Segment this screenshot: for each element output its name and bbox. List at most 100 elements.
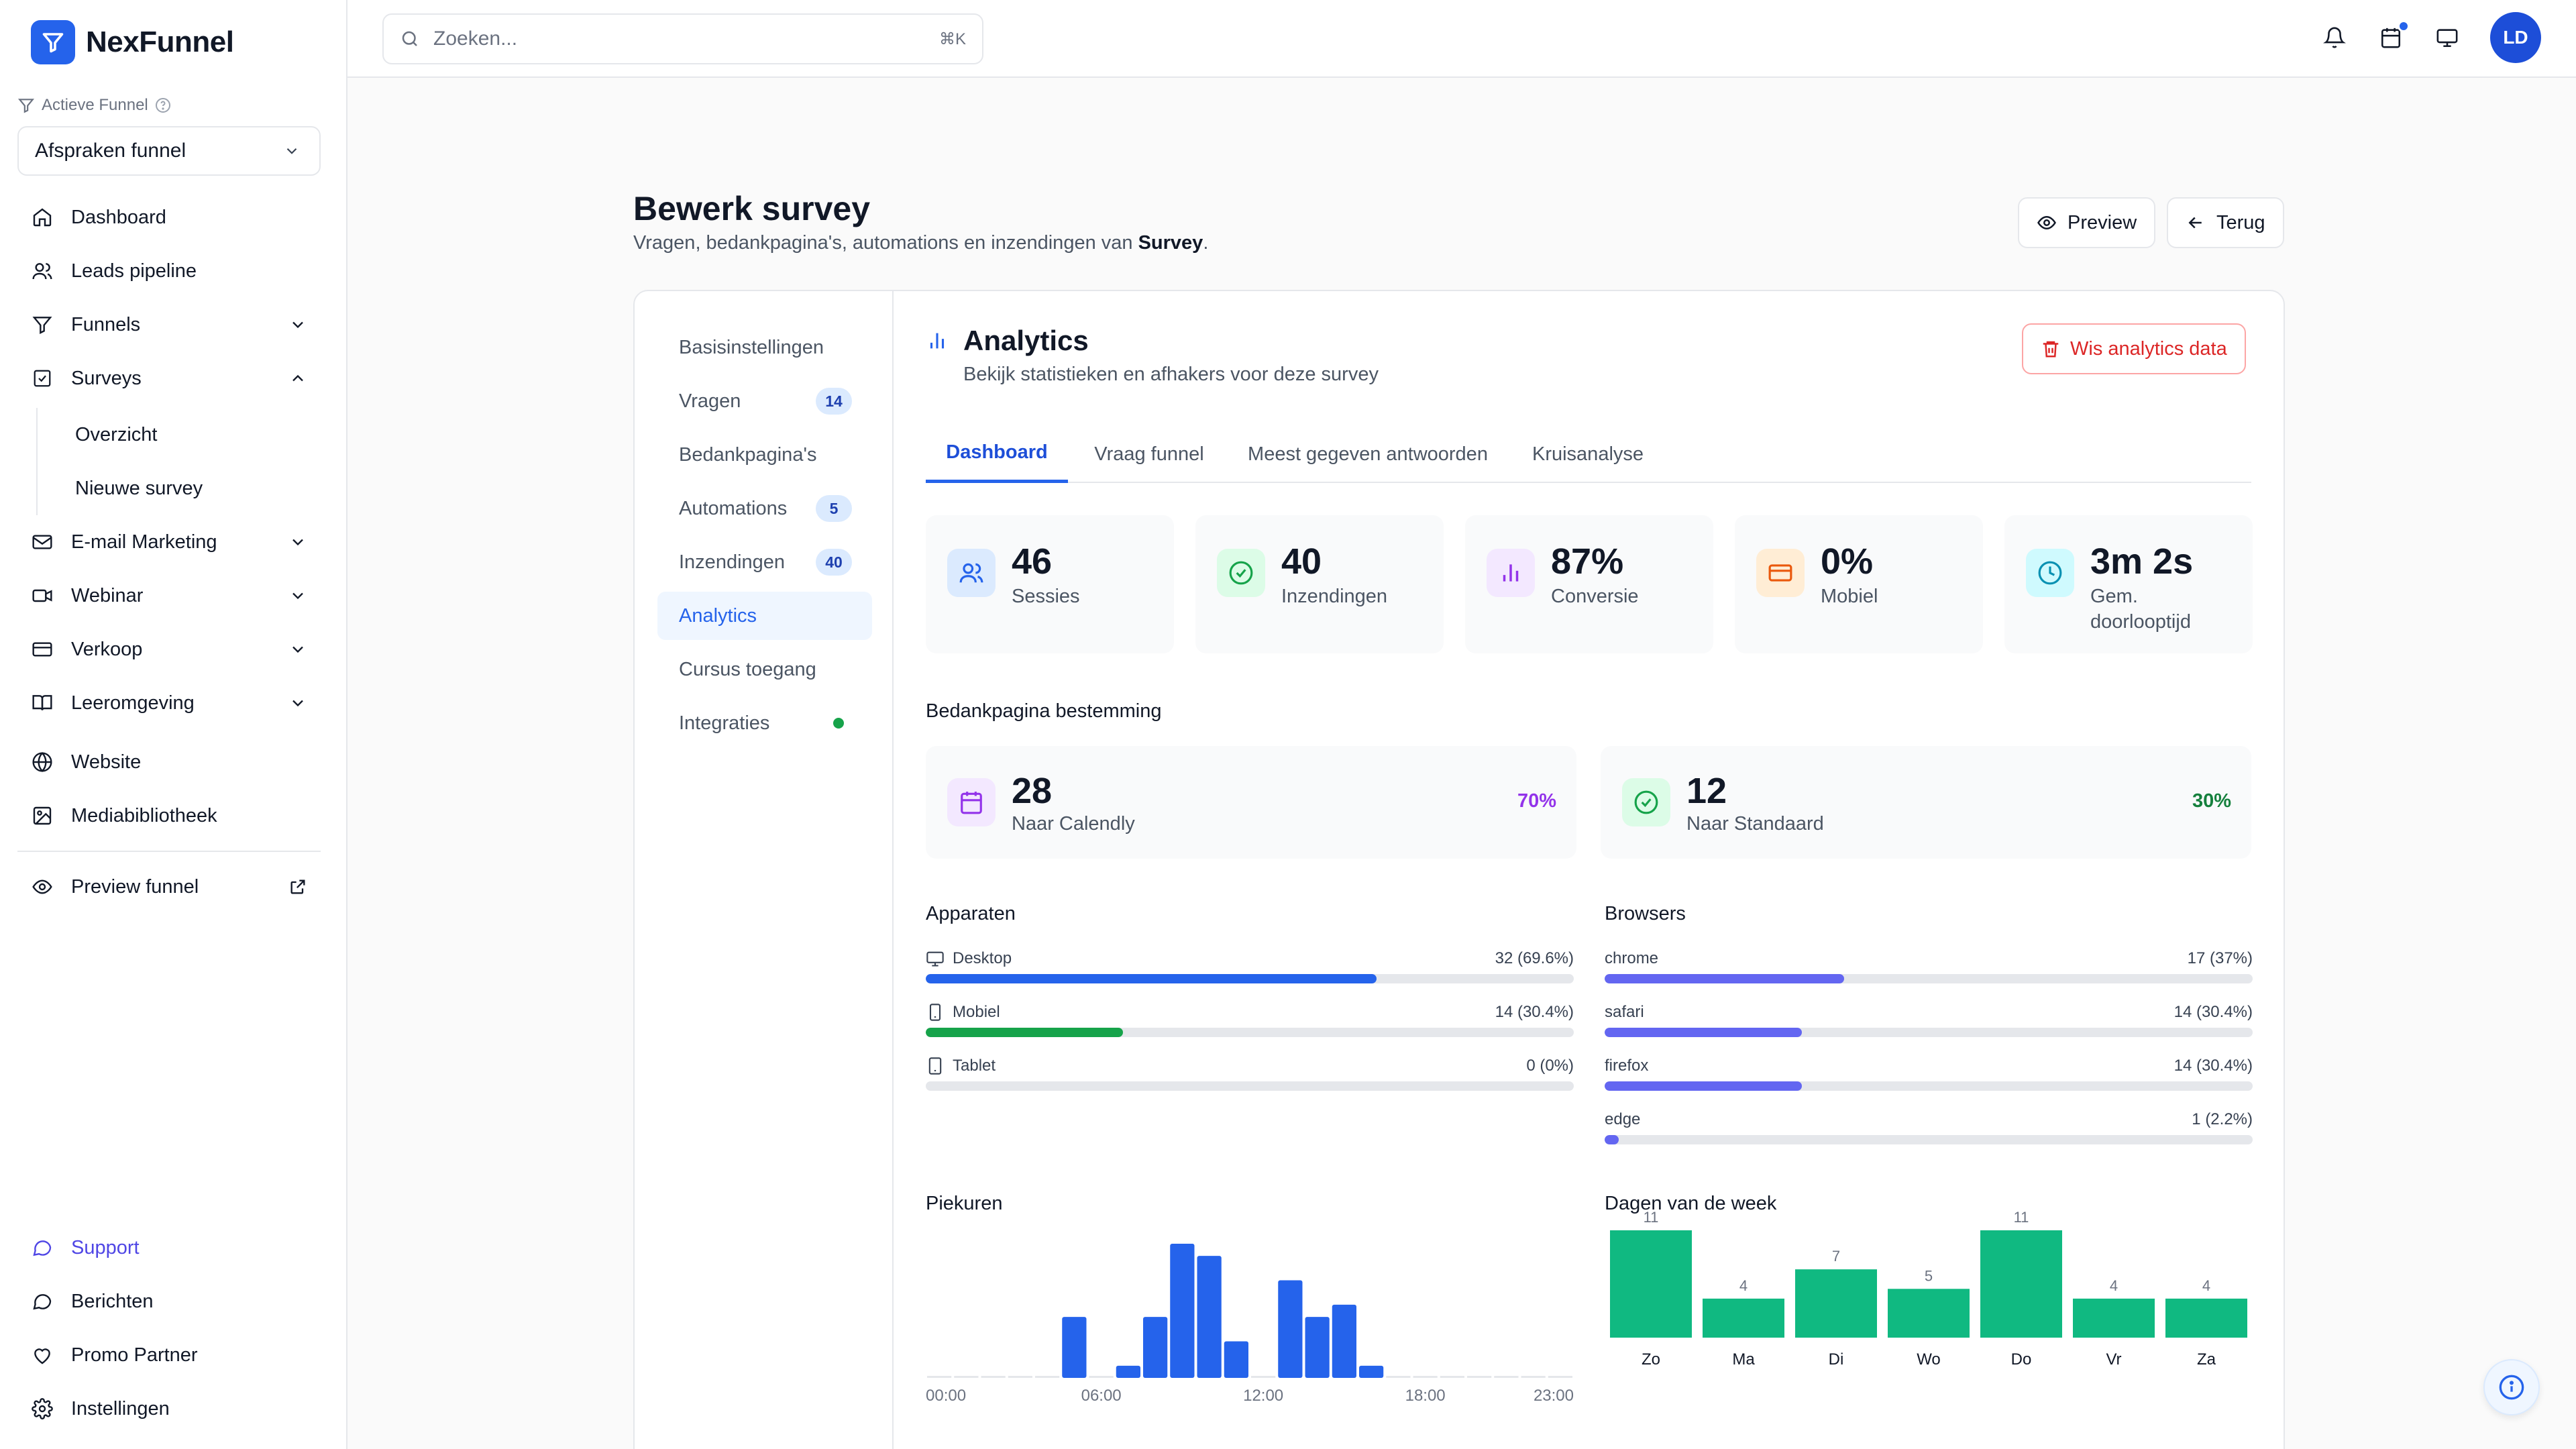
preview-button[interactable]: Preview bbox=[2018, 197, 2156, 248]
sidebar-item-promo-partner[interactable]: Promo Partner bbox=[17, 1328, 321, 1382]
tab-vragen[interactable]: Vragen 14 bbox=[657, 377, 872, 425]
monitor-icon[interactable] bbox=[2434, 24, 2461, 51]
sidebar: NexFunnel Actieve Funnel Afspraken funne… bbox=[0, 0, 347, 1449]
avatar[interactable]: LD bbox=[2490, 12, 2541, 63]
destination-value: 28 bbox=[1012, 771, 1053, 811]
active-funnel-select[interactable]: Afspraken funnel bbox=[17, 126, 321, 176]
sidebar-item-funnels[interactable]: Funnels bbox=[17, 298, 321, 352]
monitor-icon bbox=[926, 951, 944, 967]
tab-vraag-funnel[interactable]: Vraag funnel bbox=[1094, 443, 1204, 465]
sidebar-item-email-marketing[interactable]: E-mail Marketing bbox=[17, 515, 321, 569]
browser-row-chrome: chrome 17 (37%) bbox=[1605, 947, 2253, 996]
bell-icon[interactable] bbox=[2321, 24, 2348, 51]
chart-data-label: 4 bbox=[2202, 1277, 2210, 1294]
browser-row-safari: safari 14 (30.4%) bbox=[1605, 1001, 2253, 1049]
search-input[interactable] bbox=[433, 28, 926, 50]
search-box[interactable]: ⌘K bbox=[382, 13, 983, 64]
tab-inzendingen[interactable]: Inzendingen 40 bbox=[657, 538, 872, 586]
mail-icon bbox=[31, 531, 54, 553]
progress-fill bbox=[1605, 1081, 1802, 1091]
eye-icon bbox=[2037, 215, 2056, 230]
destination-label: Naar Standaard bbox=[1686, 813, 1824, 835]
chart-category-label: Do bbox=[2011, 1350, 2032, 1368]
stat-value: 3m 2s bbox=[2090, 541, 2194, 582]
tab-meest-gegeven-antwoorden[interactable]: Meest gegeven antwoorden bbox=[1248, 443, 1488, 465]
device-row-tablet: Tablet 0 (0%) bbox=[926, 1055, 1574, 1103]
topbar: ⌘K LD bbox=[347, 0, 2576, 78]
stat-label: Mobiel bbox=[1821, 586, 1878, 607]
chart-bar-hour-8 bbox=[1143, 1317, 1168, 1378]
chart-category-label: Wo bbox=[1917, 1350, 1941, 1368]
sidebar-item-preview-funnel[interactable]: Preview funnel bbox=[17, 860, 321, 914]
tab-dashboard[interactable]: Dashboard bbox=[926, 425, 1068, 483]
sidebar-item-surveys[interactable]: Surveys bbox=[17, 352, 321, 405]
tab-kruisanalyse[interactable]: Kruisanalyse bbox=[1532, 443, 1644, 465]
chart-bar-hour-15 bbox=[1332, 1304, 1356, 1378]
tab-bedankpaginas[interactable]: Bedankpagina's bbox=[679, 443, 817, 466]
phone-icon bbox=[929, 1004, 941, 1021]
chart-bar-hour-14 bbox=[1305, 1317, 1330, 1378]
chart-dagen: 11 Zo 4 Ma 7 Di 5 Wo 11 Do 4 Vr 4 Za bbox=[1605, 1209, 2253, 1388]
sidebar-item-verkoop[interactable]: Verkoop bbox=[17, 623, 321, 676]
browser-row-firefox: firefox 14 (30.4%) bbox=[1605, 1055, 2253, 1103]
checkbox-icon bbox=[31, 367, 54, 390]
chart-bar-day-Za bbox=[2165, 1298, 2247, 1338]
chevron-up-icon bbox=[292, 374, 303, 382]
sidebar-subitem-overzicht[interactable]: Overzicht bbox=[75, 423, 158, 445]
sidebar-subitem-nieuwe-survey[interactable]: Nieuwe survey bbox=[75, 477, 203, 499]
survey-editor-card: Basisinstellingen Vragen 14 Bedankpagina'… bbox=[633, 290, 2285, 1449]
tab-basisinstellingen[interactable]: Basisinstellingen bbox=[679, 336, 824, 358]
chart-data-label: 11 bbox=[1644, 1209, 1659, 1226]
chart-bar-hour-5 bbox=[1062, 1317, 1087, 1378]
progress-fill bbox=[926, 974, 1377, 983]
tablet-icon bbox=[928, 1057, 942, 1075]
brand-logo[interactable]: NexFunnel bbox=[31, 20, 234, 64]
chart-bar-hour-9 bbox=[1170, 1244, 1195, 1378]
back-button[interactable]: Terug bbox=[2167, 197, 2284, 248]
info-button[interactable] bbox=[2483, 1359, 2540, 1415]
sidebar-item-dashboard[interactable]: Dashboard bbox=[17, 191, 321, 244]
clear-analytics-button[interactable]: Wis analytics data bbox=[2022, 323, 2246, 374]
section-title-bedankpagina: Bedankpagina bestemming bbox=[926, 700, 1162, 722]
sidebar-item-leads-pipeline[interactable]: Leads pipeline bbox=[17, 244, 321, 298]
sidebar-item-mediabibliotheek[interactable]: Mediabibliotheek bbox=[17, 789, 321, 843]
chevron-down-icon bbox=[292, 646, 303, 653]
tab-integraties[interactable]: Integraties bbox=[657, 699, 872, 747]
chart-bar-day-Di bbox=[1795, 1269, 1877, 1338]
sidebar-item-webinar[interactable]: Webinar bbox=[17, 569, 321, 623]
progress-fill bbox=[1605, 1135, 1619, 1144]
video-icon bbox=[31, 584, 54, 607]
chart-data-label: 5 bbox=[1925, 1267, 1933, 1284]
book-icon bbox=[31, 692, 54, 714]
sidebar-divider bbox=[17, 851, 321, 852]
chart-dagen-svg: 11 Zo 4 Ma 7 Di 5 Wo 11 Do 4 Vr 4 Za bbox=[1610, 1209, 2247, 1368]
tab-cursus-toegang[interactable]: Cursus toegang bbox=[679, 658, 816, 680]
chart-category-label: Di bbox=[1829, 1350, 1844, 1368]
destination-card-calendly: 28 Naar Calendly 70% bbox=[926, 746, 1576, 859]
tab-analytics[interactable]: Analytics bbox=[657, 592, 872, 640]
sidebar-item-support[interactable]: Support bbox=[17, 1221, 321, 1275]
sidebar-item-instellingen[interactable]: Instellingen bbox=[17, 1382, 321, 1436]
progress-fill bbox=[1605, 1028, 1802, 1037]
clock-icon bbox=[2026, 549, 2074, 597]
chart-tick-label: 00:00 bbox=[926, 1387, 966, 1405]
stat-value: 46 bbox=[1012, 541, 1053, 582]
calendar-icon[interactable] bbox=[2377, 20, 2410, 51]
status-dot bbox=[833, 718, 844, 729]
sidebar-bottom-nav: Support Berichten Promo Partner Instelli… bbox=[17, 1221, 321, 1436]
sidebar-item-berichten[interactable]: Berichten bbox=[17, 1275, 321, 1328]
count-badge: 14 bbox=[816, 388, 852, 415]
device-row-desktop: Desktop 32 (69.6%) bbox=[926, 947, 1574, 996]
stat-value: 40 bbox=[1281, 541, 1322, 582]
notification-badge bbox=[2398, 20, 2410, 32]
tab-automations[interactable]: Automations 5 bbox=[657, 484, 872, 533]
trash-icon bbox=[2043, 341, 2059, 358]
chevron-down-icon bbox=[292, 592, 303, 600]
chevron-down-icon bbox=[292, 539, 303, 546]
chart-bar-hour-13 bbox=[1278, 1280, 1303, 1378]
filter-icon bbox=[17, 99, 35, 113]
browser-row-edge: edge 1 (2.2%) bbox=[1605, 1108, 2253, 1157]
calendar-icon bbox=[947, 778, 996, 826]
sidebar-item-website[interactable]: Website bbox=[17, 735, 321, 789]
sidebar-item-leeromgeving[interactable]: Leeromgeving bbox=[17, 676, 321, 730]
